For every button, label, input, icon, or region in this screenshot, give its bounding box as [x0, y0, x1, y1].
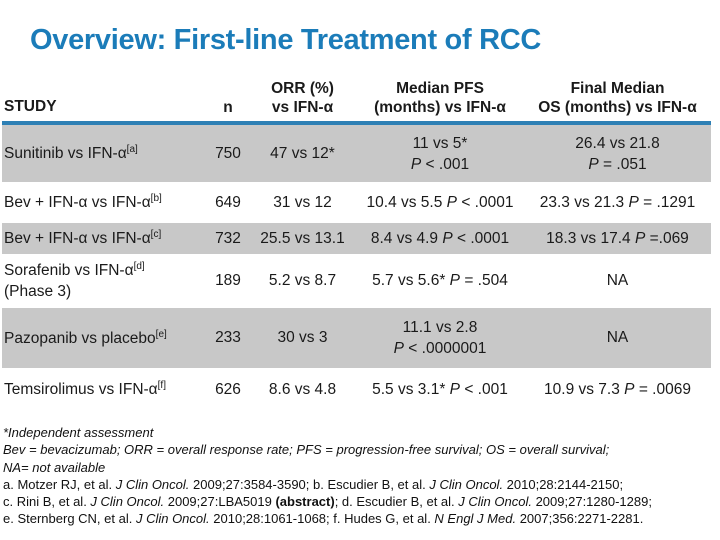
pfs-cell: 5.5 vs 3.1* P < .001	[372, 380, 508, 398]
study-cell: Pazopanib vs placebo[e]	[2, 328, 207, 349]
pfs-value: 11 vs 5*	[412, 134, 468, 152]
orr-cell: 30 vs 3	[277, 329, 328, 346]
os-value: 26.4 vs 21.8	[575, 134, 660, 152]
os-cell: 18.3 vs 17.4 P =.069	[546, 229, 689, 247]
n-cell: 649	[215, 193, 241, 211]
study-cell: Bev + IFN-α vs IFN-α[b]	[2, 192, 207, 213]
reference-line-ab: a. Motzer RJ, et al. J Clin Oncol. 2009;…	[3, 476, 624, 492]
reference-superscript: [f]	[157, 379, 166, 391]
reference-line-cd: c. Rini B, et al. J Clin Oncol. 2009;27:…	[3, 494, 652, 510]
reference-superscript: [d]	[133, 260, 145, 272]
pfs-cell: 10.4 vs 5.5 P < .0001	[366, 193, 514, 211]
table-header-row: STUDY n ORR (%) vs IFN-α Median PFS (mon…	[2, 70, 711, 121]
study-name: Sorafenib vs IFN-α	[4, 262, 134, 279]
orr-cell: 5.2 vs 8.7	[268, 272, 337, 289]
study-name: Pazopanib vs placebo	[4, 329, 156, 347]
header-os: Final Median OS (months) vs IFN-α	[538, 80, 697, 116]
os-cell: NA	[606, 272, 629, 289]
footnotes: *Independent assessment Bev = bevacizuma…	[3, 424, 717, 528]
table-row-pazopanib: Pazopanib vs placebo[e] 233 30 vs 3 11.1…	[2, 308, 711, 368]
study-cell: Sorafenib vs IFN-α[d] (Phase 3)	[2, 260, 207, 302]
study-cell: Bev + IFN-α vs IFN-α[c]	[2, 228, 207, 249]
study-name: Bev + IFN-α vs IFN-α	[4, 194, 151, 211]
pfs-cell: 8.4 vs 4.9 P < .0001	[370, 229, 510, 247]
header-n: n	[223, 99, 233, 116]
treatment-table: STUDY n ORR (%) vs IFN-α Median PFS (mon…	[2, 70, 711, 411]
reference-line-ef: e. Sternberg CN, et al. J Clin Oncol. 20…	[3, 511, 644, 527]
reference-superscript: [a]	[126, 143, 138, 155]
orr-cell: 8.6 vs 4.8	[268, 380, 337, 398]
n-cell: 732	[215, 229, 241, 247]
header-pfs: Median PFS (months) vs IFN-α	[374, 80, 506, 116]
footnote-independent-assessment: *Independent assessment	[3, 425, 154, 440]
pfs-cell: 11 vs 5* P < .001	[356, 133, 524, 175]
study-cell: Sunitinib vs IFN-α[a]	[2, 143, 207, 164]
n-cell: 626	[215, 380, 241, 398]
n-cell: 750	[215, 144, 241, 162]
study-cell: Temsirolimus vs IFN-α[f]	[2, 379, 207, 400]
reference-superscript: [e]	[155, 328, 167, 340]
study-name: Bev + IFN-α vs IFN-α	[4, 230, 151, 247]
orr-cell: 31 vs 12	[273, 193, 332, 211]
n-cell: 233	[215, 329, 241, 346]
os-cell: 26.4 vs 21.8 P = .051	[524, 133, 711, 175]
pfs-cell: 5.7 vs 5.6* P = .504	[372, 272, 508, 289]
reference-superscript: [c]	[150, 228, 162, 240]
table-row-sorafenib: Sorafenib vs IFN-α[d] (Phase 3) 189 5.2 …	[2, 254, 711, 308]
orr-cell: 25.5 vs 13.1	[260, 229, 345, 247]
pfs-pvalue: P < .001	[410, 155, 470, 173]
slide-title: Overview: First-line Treatment of RCC	[30, 24, 542, 56]
study-name-line1: Sorafenib vs IFN-α[d]	[4, 260, 207, 281]
pfs-cell: 11.1 vs 2.8 P < .0000001	[356, 317, 524, 359]
os-pvalue: P = .051	[588, 155, 647, 173]
reference-superscript: [b]	[150, 192, 162, 204]
study-name: Sunitinib vs IFN-α	[4, 145, 127, 162]
pfs-value: 11.1 vs 2.8	[402, 319, 478, 336]
footnote-abbreviations: Bev = bevacizumab; ORR = overall respons…	[3, 442, 610, 458]
pfs-pvalue: P < .0000001	[393, 340, 487, 357]
table-row-bev-ifn-b: Bev + IFN-α vs IFN-α[b] 649 31 vs 12 10.…	[2, 182, 711, 223]
study-name-line2: (Phase 3)	[4, 283, 72, 300]
orr-cell: 47 vs 12*	[270, 144, 335, 162]
n-cell: 189	[215, 272, 241, 289]
table-row-sunitinib: Sunitinib vs IFN-α[a] 750 47 vs 12* 11 v…	[2, 125, 711, 182]
header-rule	[2, 121, 711, 125]
header-orr: ORR (%) vs IFN-α	[271, 80, 334, 116]
table-row-bev-ifn-c: Bev + IFN-α vs IFN-α[c] 732 25.5 vs 13.1…	[2, 223, 711, 254]
table-row-temsirolimus: Temsirolimus vs IFN-α[f] 626 8.6 vs 4.8 …	[2, 368, 711, 411]
os-cell: NA	[606, 329, 629, 346]
os-cell: 23.3 vs 21.3 P = .1291	[539, 193, 696, 211]
footnote-na: NA= not available	[3, 459, 106, 475]
study-name: Temsirolimus vs IFN-α	[4, 381, 158, 398]
header-study: STUDY	[4, 98, 57, 115]
os-cell: 10.9 vs 7.3 P = .0069	[544, 380, 691, 398]
